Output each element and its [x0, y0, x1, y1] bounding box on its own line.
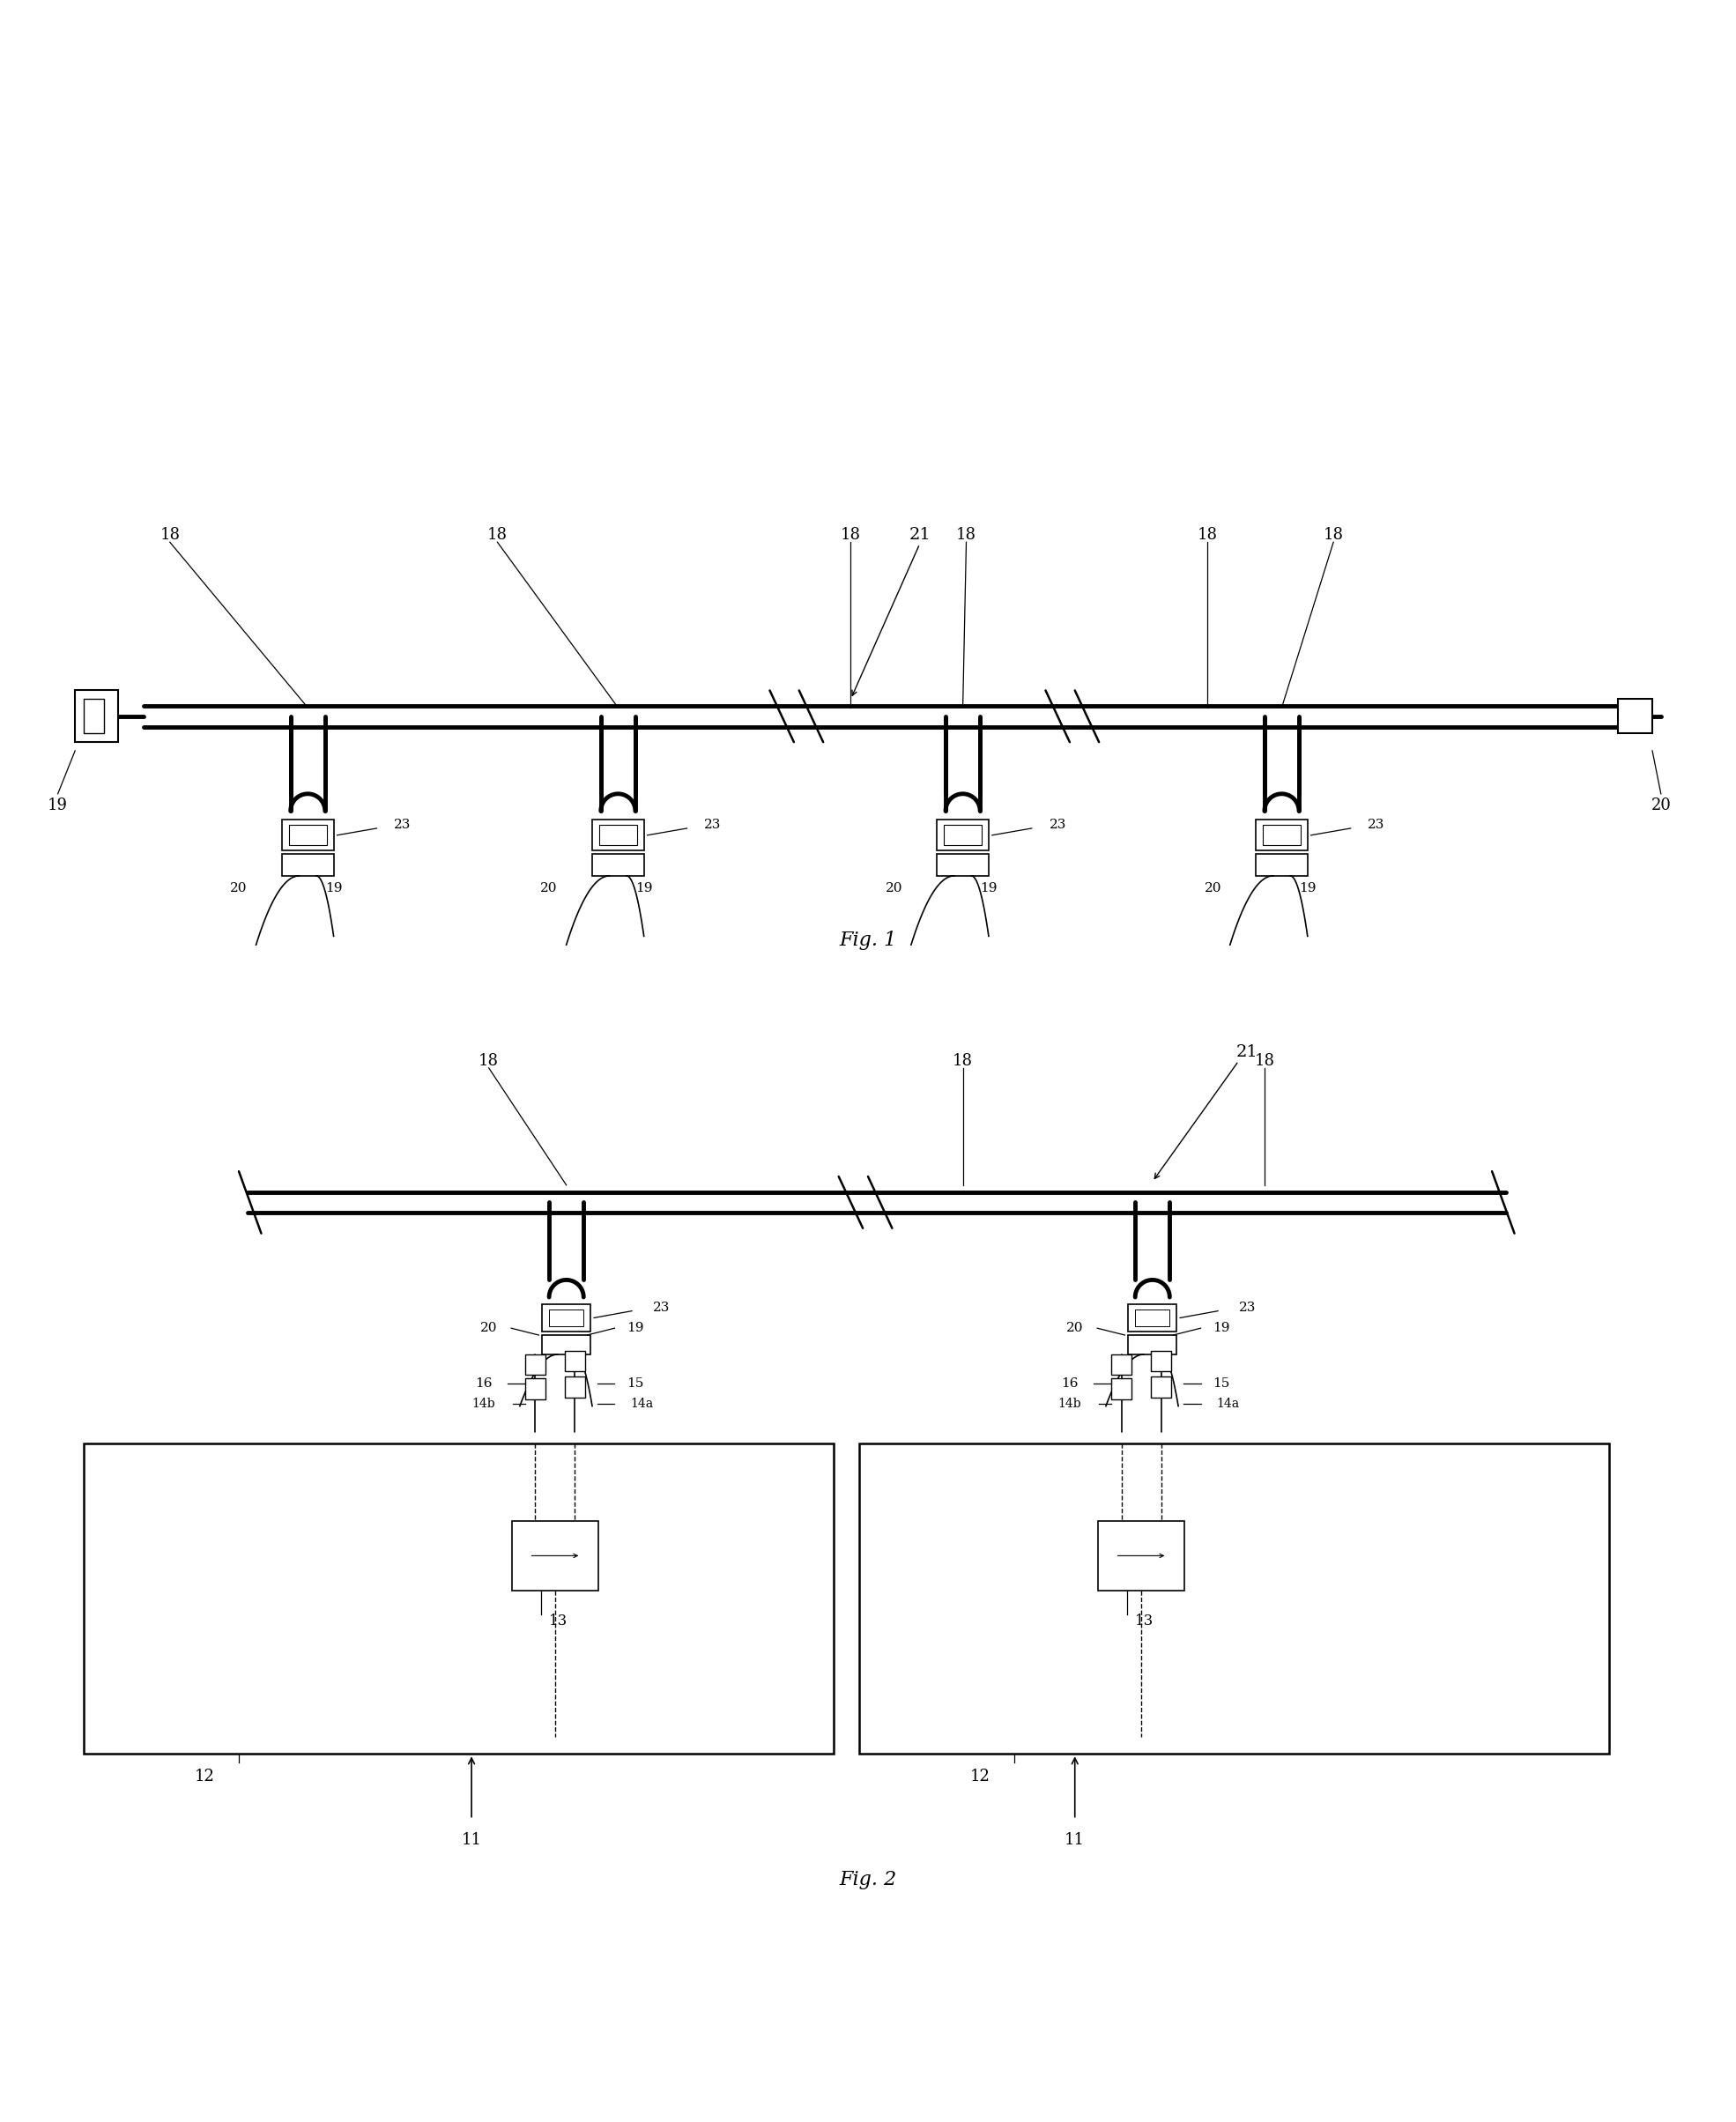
Bar: [1099, 1521, 1184, 1589]
Text: 23: 23: [1368, 819, 1385, 832]
Bar: [512, 1521, 599, 1589]
Text: 20: 20: [1651, 798, 1672, 815]
Text: 12: 12: [194, 1768, 215, 1785]
Bar: [564, 1352, 585, 1371]
Bar: [549, 1309, 583, 1326]
Text: Fig. 1: Fig. 1: [838, 932, 898, 951]
Text: 13: 13: [1135, 1613, 1154, 1630]
Bar: [83, 1443, 833, 1755]
Text: 19: 19: [47, 798, 68, 815]
Text: 23: 23: [1240, 1301, 1255, 1314]
Text: 12: 12: [970, 1768, 990, 1785]
Text: 18: 18: [840, 526, 861, 543]
Bar: [288, 825, 326, 845]
Bar: [937, 819, 990, 851]
Text: 19: 19: [627, 1322, 644, 1335]
Bar: [542, 1305, 590, 1333]
Text: 19: 19: [1213, 1322, 1231, 1335]
Text: 13: 13: [549, 1613, 568, 1630]
Bar: [524, 1379, 545, 1398]
Bar: [281, 855, 333, 876]
Bar: [542, 1335, 590, 1354]
Text: 14a: 14a: [1217, 1398, 1240, 1411]
Text: 21: 21: [910, 526, 930, 543]
Text: 14b: 14b: [1057, 1398, 1082, 1411]
Text: 18: 18: [1198, 526, 1217, 543]
Bar: [944, 825, 983, 845]
Bar: [1111, 1379, 1132, 1398]
Text: 18: 18: [160, 526, 181, 543]
Text: 11: 11: [462, 1831, 481, 1848]
Text: 19: 19: [1299, 883, 1316, 895]
Bar: [564, 1377, 585, 1398]
Bar: [1128, 1335, 1177, 1354]
Bar: [592, 819, 644, 851]
Bar: [1128, 1305, 1177, 1333]
Bar: [524, 1354, 545, 1375]
Text: 21: 21: [1236, 1044, 1259, 1061]
Text: Fig. 2: Fig. 2: [838, 1869, 898, 1889]
Text: 14b: 14b: [472, 1398, 495, 1411]
Text: 16: 16: [476, 1377, 493, 1390]
Bar: [1262, 825, 1300, 845]
Text: 19: 19: [635, 883, 653, 895]
Text: 19: 19: [325, 883, 342, 895]
Text: 20: 20: [231, 883, 248, 895]
Text: 23: 23: [394, 819, 411, 832]
Bar: [1255, 819, 1307, 851]
Bar: [83, 698, 104, 734]
Bar: [1151, 1377, 1172, 1398]
Text: 15: 15: [1213, 1377, 1229, 1390]
Text: 18: 18: [1323, 526, 1344, 543]
Text: 20: 20: [1205, 883, 1222, 895]
Text: 23: 23: [1049, 819, 1066, 832]
Text: 16: 16: [1061, 1377, 1078, 1390]
Text: 20: 20: [885, 883, 903, 895]
Text: 11: 11: [1064, 1831, 1085, 1848]
Bar: [937, 855, 990, 876]
Text: 18: 18: [488, 526, 507, 543]
Text: 19: 19: [981, 883, 996, 895]
Bar: [1111, 1354, 1132, 1375]
Text: 15: 15: [627, 1377, 644, 1390]
Text: 20: 20: [540, 883, 557, 895]
Bar: [281, 819, 333, 851]
Bar: [859, 1443, 1609, 1755]
Text: 14a: 14a: [630, 1398, 654, 1411]
Text: 18: 18: [479, 1053, 498, 1069]
Bar: [592, 855, 644, 876]
Bar: [1255, 855, 1307, 876]
Text: 23: 23: [705, 819, 722, 832]
Bar: [1618, 698, 1653, 734]
Bar: [1151, 1352, 1172, 1371]
Text: 23: 23: [653, 1301, 670, 1314]
Bar: [1135, 1309, 1170, 1326]
Text: 18: 18: [957, 526, 976, 543]
Text: 20: 20: [481, 1322, 498, 1335]
Bar: [75, 690, 118, 743]
Bar: [599, 825, 637, 845]
Text: 20: 20: [1066, 1322, 1083, 1335]
Text: 18: 18: [953, 1053, 972, 1069]
Text: 18: 18: [1255, 1053, 1274, 1069]
